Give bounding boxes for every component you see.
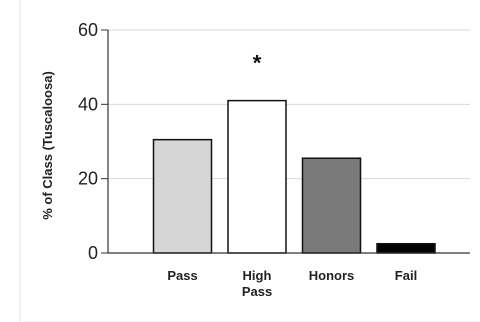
y-tick-label: 20 <box>78 169 98 189</box>
x-tick-label-line: High <box>243 268 272 283</box>
axes <box>101 29 470 254</box>
significance-asterisk: * <box>253 51 262 76</box>
x-tick-label: High Pass <box>242 268 272 299</box>
bar-high-pass <box>227 99 287 254</box>
x-tick-label: Fail <box>395 268 417 283</box>
bar-honors <box>301 157 362 254</box>
y-tick-label: 40 <box>78 94 98 114</box>
y-axis-title: % of Class (Tuscaloosa) <box>40 71 55 220</box>
bar-fail <box>376 242 436 254</box>
x-tick-label: Honors <box>309 268 355 283</box>
y-tick-label: 60 <box>78 20 98 40</box>
x-tick-label-line: Pass <box>242 284 272 299</box>
y-tick-label: 0 <box>88 243 98 263</box>
x-tick-label: Pass <box>167 268 197 283</box>
bar-pass <box>152 138 213 254</box>
